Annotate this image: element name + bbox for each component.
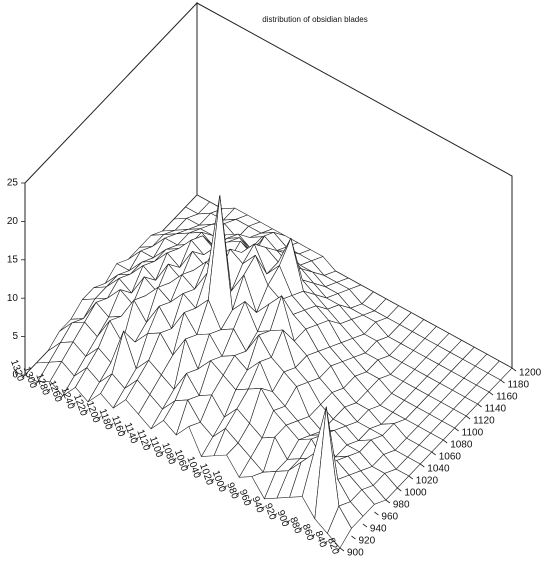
x-tick [84,409,89,413]
y-tick [431,451,436,456]
y-tick-label: 1160 [496,392,518,403]
y-tick [385,499,391,504]
x-tick [261,506,265,510]
y-tick [442,439,448,444]
y-tick [351,535,356,540]
x-tick [122,430,127,434]
y-tick [477,403,482,408]
x-tick-label: 900 [275,509,291,529]
y-tick-label: 1200 [519,368,542,379]
x-tick [46,388,51,393]
y-tick-label: 1080 [450,440,473,451]
x-tick [235,492,240,496]
y-tick-label: 940 [370,524,387,535]
x-tick [21,374,26,379]
x-tick [286,520,290,524]
x-tick [210,478,215,483]
y-tick [397,487,402,492]
x-tick [223,485,227,490]
y-tick-label: 1060 [439,452,462,463]
chart-title: distribution of obsidian blades [262,15,367,24]
x-tick [135,436,139,441]
z-tick-label: 15 [7,254,19,265]
x-tick [248,499,253,503]
y-tick-label: 980 [393,500,410,511]
x-tick [97,416,101,420]
z-tick-label: 0 [12,370,18,381]
y-tick [420,463,425,468]
z-tick-label: 10 [7,293,19,304]
x-tick [273,513,278,517]
x-tick [59,395,64,400]
y-tick-label: 960 [381,512,398,523]
x-tick-label: 840 [312,530,328,550]
x-tick [109,423,114,427]
x-tick-label: 880 [287,516,303,536]
x-tick-label: 860 [300,523,316,543]
x-tick [147,443,152,448]
y-tick [408,475,414,480]
y-tick [362,523,368,528]
x-tick [160,450,164,455]
y-tick [511,367,517,372]
x-tick [185,464,190,469]
x-tick-label: 920 [262,502,278,522]
y-tick-label: 900 [347,548,364,559]
y-tick [465,415,471,420]
y-tick-label: 1020 [416,476,439,487]
z-tick-label: 25 [7,178,19,189]
x-tick [172,457,177,462]
y-tick-label: 1120 [473,416,495,427]
x-tick [311,533,316,538]
x-tick-label: 940 [249,495,265,515]
y-tick-label: 1140 [485,404,507,415]
x-tick [198,471,202,476]
y-tick-label: 1040 [427,464,450,475]
y-tick [339,547,345,552]
y-tick-label: 1100 [462,428,484,439]
z-tick-label: 20 [7,216,19,227]
y-tick [454,427,459,432]
x-tick [324,540,328,545]
y-tick [500,379,505,384]
surface-cell [327,505,352,549]
y-tick-label: 920 [358,536,375,547]
x-tick [72,402,76,406]
x-tick-label: 960 [237,488,253,508]
z-tick-label: 5 [12,331,18,342]
x-tick [298,526,303,531]
y-tick-label: 1180 [508,380,530,391]
x-tick [336,547,341,552]
y-tick [374,511,379,516]
y-tick-label: 1000 [404,488,427,499]
y-tick [488,391,494,396]
x-tick [34,381,38,386]
